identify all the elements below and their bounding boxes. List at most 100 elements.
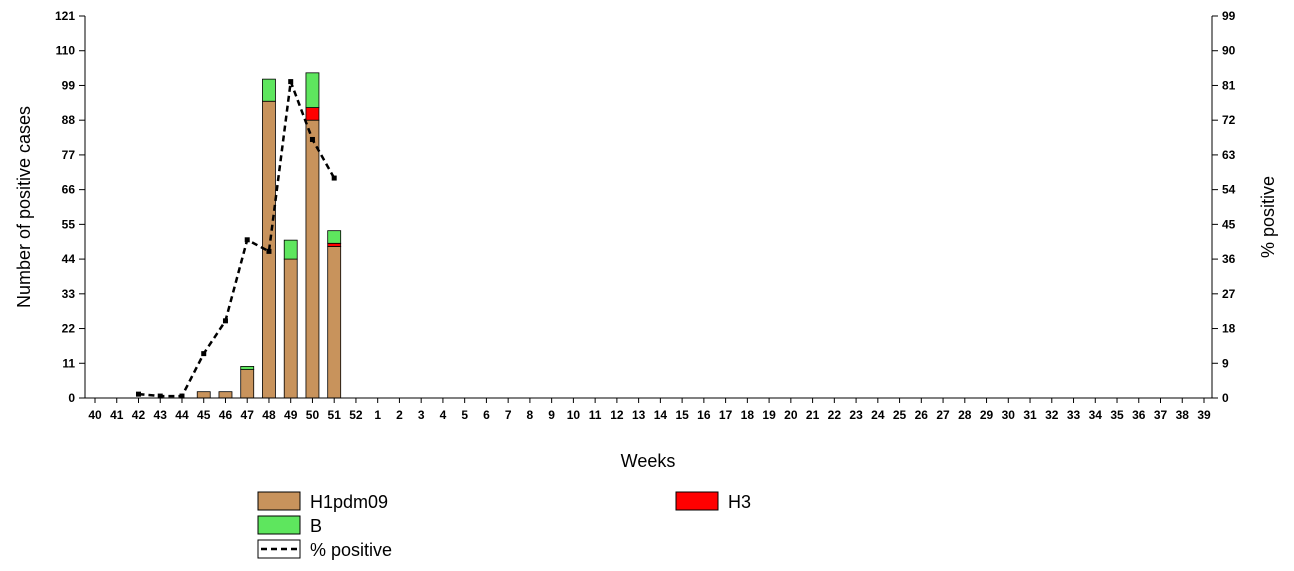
plot-area (135, 72, 342, 399)
y-tick-label: 22 (62, 322, 76, 336)
x-tick-label: 49 (284, 408, 298, 422)
legend-label-positive: % positive (310, 540, 392, 560)
y-axis-title: Number of positive cases (14, 106, 34, 308)
x-tick-label: 34 (1089, 408, 1103, 422)
x-tick-label: 51 (328, 408, 342, 422)
bar-h1pdm09-week-50 (305, 119, 320, 399)
percent-positive-point-week-49 (288, 79, 294, 85)
x-tick-label: 10 (567, 408, 581, 422)
x-tick-label: 22 (828, 408, 842, 422)
percent-positive-point-week-51 (331, 175, 337, 181)
x-tick-label: 13 (632, 408, 646, 422)
bar-h1pdm09-week-51 (327, 246, 342, 399)
x-tick-label: 28 (958, 408, 972, 422)
x-tick-label: 6 (483, 408, 490, 422)
bar-h1pdm09-week-49 (283, 258, 298, 399)
legend-swatch-h1pdm09 (257, 491, 301, 511)
legend-label-b: B (310, 516, 322, 536)
y-tick-label: 77 (62, 148, 76, 162)
y2-tick-label: 27 (1222, 287, 1236, 301)
x-tick-label: 12 (610, 408, 624, 422)
y2-tick-label: 54 (1222, 183, 1236, 197)
x-tick-label: 21 (806, 408, 820, 422)
x-tick-label: 17 (719, 408, 733, 422)
x-tick-label: 29 (980, 408, 994, 422)
legend-label-h1pdm09: H1pdm09 (310, 492, 388, 512)
x-tick-label: 44 (175, 408, 189, 422)
x-tick-label: 5 (461, 408, 468, 422)
legend-swatch-b (257, 515, 301, 535)
x-tick-label: 8 (527, 408, 534, 422)
legend: H1pdm09 H3 B % positive (257, 491, 751, 560)
x-tick-label: 7 (505, 408, 512, 422)
x-tick-label: 46 (219, 408, 233, 422)
y-tick-label: 110 (56, 44, 76, 58)
percent-positive-point-week-43 (157, 393, 163, 399)
legend-label-h3: H3 (728, 492, 751, 512)
x-tick-label: 1 (374, 408, 381, 422)
percent-positive-point-week-50 (309, 136, 315, 142)
y-tick-label: 99 (62, 78, 76, 92)
y-tick-label: 88 (62, 113, 76, 127)
y2-tick-label: 72 (1222, 113, 1236, 127)
x-tick-label: 47 (241, 408, 255, 422)
x-tick-label: 30 (1002, 408, 1016, 422)
x-tick-label: 32 (1045, 408, 1059, 422)
x-tick-label: 14 (654, 408, 668, 422)
bars-group (196, 72, 342, 399)
x-tick-label: 27 (936, 408, 950, 422)
x-tick-label: 16 (697, 408, 711, 422)
x-tick-label: 48 (262, 408, 276, 422)
x-tick-label: 11 (589, 408, 602, 422)
y2-tick-label: 0 (1222, 391, 1229, 405)
bar-h1pdm09-week-46 (218, 391, 233, 399)
x-tick-label: 36 (1132, 408, 1146, 422)
x-tick-label: 40 (88, 408, 102, 422)
x-ticks-group: 40 41 42 43 44 45 46 47 48 49 50 51 52 1 2 3 4 5 6 7 8 9 10 11 1… (88, 398, 1211, 422)
legend-swatch-percent-positive (257, 539, 301, 559)
bar-h1pdm09-week-45 (196, 391, 211, 399)
bar-b-week-49 (283, 239, 298, 260)
y2-tick-label: 9 (1222, 356, 1229, 370)
x-tick-label: 23 (849, 408, 863, 422)
x-tick-label: 15 (675, 408, 689, 422)
x-tick-label: 9 (548, 408, 555, 422)
x-tick-label: 3 (418, 408, 425, 422)
bar-b-week-47 (240, 366, 255, 370)
percent-positive-point-week-48 (266, 248, 272, 254)
y2-tick-label: 36 (1222, 252, 1236, 266)
y2-tick-label: 99 (1222, 9, 1236, 23)
y-tick-label: 44 (62, 252, 76, 266)
x-tick-label: 35 (1110, 408, 1124, 422)
percent-positive-point-week-47 (244, 237, 250, 243)
x-tick-label: 2 (396, 408, 403, 422)
y2-tick-label: 90 (1222, 44, 1236, 58)
y2-ticks-group: 0 9 18 27 36 45 54 63 72 81 90 99 (1212, 9, 1236, 405)
x-tick-label: 39 (1197, 408, 1211, 422)
x-tick-label: 37 (1154, 408, 1168, 422)
bar-b-week-51 (327, 230, 342, 244)
x-tick-label: 24 (871, 408, 885, 422)
percent-positive-point-week-45 (201, 351, 207, 357)
x-tick-label: 25 (893, 408, 907, 422)
y-tick-label: 33 (62, 287, 76, 301)
x-tick-label: 33 (1067, 408, 1081, 422)
x-tick-label: 45 (197, 408, 211, 422)
bar-h3-week-50 (305, 107, 320, 121)
x-tick-label: 20 (784, 408, 798, 422)
axes-group: 40 41 42 43 44 45 46 47 48 49 50 51 52 1 2 3 4 5 6 7 8 9 10 11 1… (55, 9, 1236, 422)
y-tick-label: 66 (62, 183, 76, 197)
x-tick-label: 31 (1023, 408, 1037, 422)
y-ticks-group: 0 11 22 33 44 55 66 77 88 99 110 121 (55, 9, 85, 405)
y2-tick-label: 81 (1222, 78, 1236, 92)
x-tick-label: 18 (741, 408, 755, 422)
percent-positive-point-week-42 (135, 391, 141, 397)
y-tick-label: 121 (55, 9, 75, 23)
bar-h3-week-51 (327, 242, 342, 247)
y2-tick-label: 63 (1222, 148, 1236, 162)
percent-positive-line-group (135, 79, 337, 399)
percent-positive-line (138, 81, 336, 398)
legend-swatch-h3 (675, 491, 719, 511)
x-tick-label: 42 (132, 408, 146, 422)
